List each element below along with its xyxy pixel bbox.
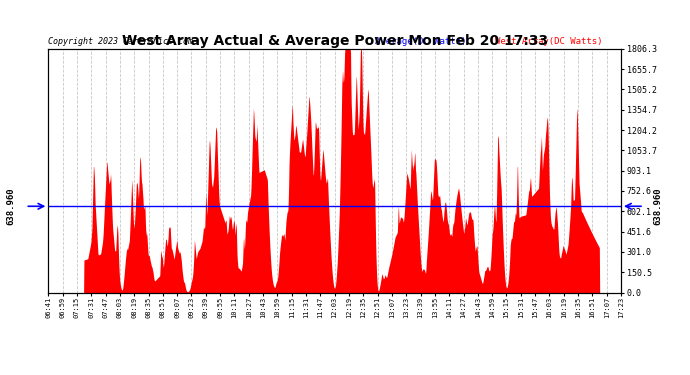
Text: Average(DC Watts): Average(DC Watts) — [375, 38, 466, 46]
Text: 638.960: 638.960 — [653, 188, 662, 225]
Title: West Array Actual & Average Power Mon Feb 20 17:33: West Array Actual & Average Power Mon Fe… — [121, 34, 548, 48]
Text: Copyright 2023 Cartronics.com: Copyright 2023 Cartronics.com — [48, 38, 193, 46]
Text: 638.960: 638.960 — [7, 188, 16, 225]
Text: West Array(DC Watts): West Array(DC Watts) — [495, 38, 602, 46]
